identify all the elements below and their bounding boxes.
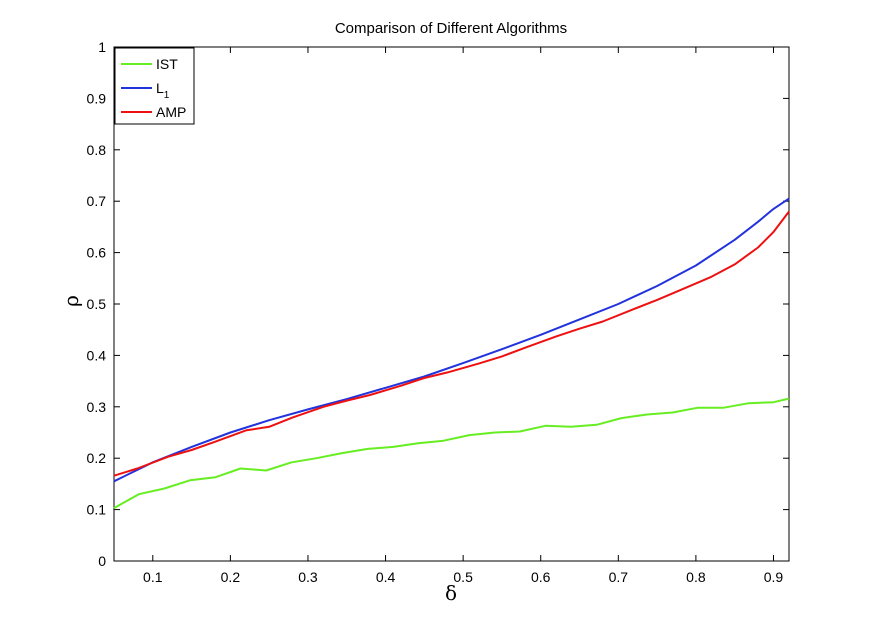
y-tick-label: 0.7 — [87, 193, 107, 209]
series-layer — [113, 197, 790, 509]
legend-label: L1 — [156, 80, 170, 101]
x-tick-label: 0.8 — [686, 569, 706, 585]
plot-area — [113, 46, 790, 562]
x-tick-label: 0.4 — [376, 569, 396, 585]
y-tick-label: 0.9 — [87, 90, 107, 106]
x-tick-label: 0.9 — [764, 569, 784, 585]
y-tick-label: 0.6 — [87, 245, 107, 261]
legend: IST L1 AMP — [114, 47, 195, 125]
series-line-l1 — [113, 197, 790, 483]
legend-label: IST — [156, 56, 178, 72]
y-tick-label: 0 — [98, 553, 106, 569]
y-tick-label: 0.8 — [87, 142, 107, 158]
plot-frame — [113, 46, 790, 562]
x-tick-label: 0.1 — [143, 569, 163, 585]
y-axis-label: ρ — [59, 295, 83, 307]
x-axis: 0.1 0.2 0.3 0.4 0.5 0.6 0.7 0.8 0.9 — [143, 47, 783, 585]
chart-title: Comparison of Different Algorithms — [335, 20, 567, 37]
y-tick-label: 0.1 — [87, 502, 107, 518]
y-tick-label: 0.2 — [87, 450, 107, 466]
x-axis-label: δ — [445, 581, 457, 605]
x-tick-label: 0.2 — [221, 569, 241, 585]
series-line-amp — [113, 210, 790, 477]
x-tick-label: 0.5 — [453, 569, 473, 585]
y-axis: 0 0.1 0.2 0.3 0.4 0.5 0.6 0.7 0.8 0.9 1 — [87, 39, 789, 569]
x-tick-label: 0.6 — [531, 569, 551, 585]
series-line-ist — [113, 397, 790, 509]
x-tick-label: 0.3 — [298, 569, 318, 585]
y-tick-label: 0.3 — [87, 399, 107, 415]
legend-label: AMP — [156, 104, 186, 120]
x-tick-label: 0.7 — [609, 569, 629, 585]
y-tick-label: 1 — [98, 39, 106, 55]
y-tick-label: 0.5 — [87, 296, 107, 312]
y-tick-label: 0.4 — [87, 347, 107, 363]
